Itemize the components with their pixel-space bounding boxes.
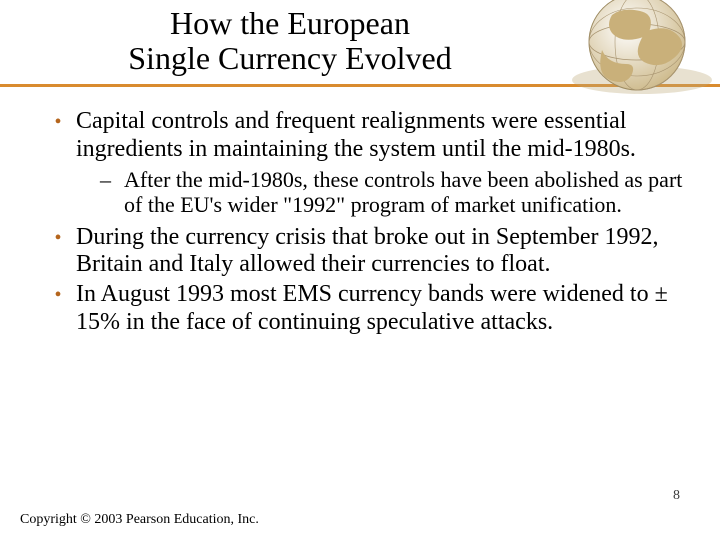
- title-line-2: Single Currency Evolved: [128, 40, 451, 76]
- bullet-dot-icon: •: [40, 281, 76, 309]
- slide: How the European Single Currency Evolved: [0, 0, 720, 540]
- bullet-dot-icon: •: [40, 224, 76, 252]
- bullet-dot-icon: •: [40, 108, 76, 136]
- bullet-item: • Capital controls and frequent realignm…: [40, 108, 690, 163]
- body-block: • Capital controls and frequent realignm…: [40, 108, 690, 338]
- slide-title: How the European Single Currency Evolved: [90, 6, 490, 76]
- bullet-text: In August 1993 most EMS currency bands w…: [76, 281, 690, 336]
- bullet-text: Capital controls and frequent realignmen…: [76, 108, 690, 163]
- page-number: 8: [673, 488, 680, 504]
- bullet-item: • During the currency crisis that broke …: [40, 224, 690, 279]
- copyright-text: Copyright © 2003 Pearson Education, Inc.: [20, 512, 259, 528]
- globe-icon: [542, 0, 712, 95]
- bullet-text: During the currency crisis that broke ou…: [76, 224, 690, 279]
- sub-bullet-item: – After the mid-1980s, these controls ha…: [100, 167, 690, 218]
- title-line-1: How the European: [170, 5, 410, 41]
- bullet-item: • In August 1993 most EMS currency bands…: [40, 281, 690, 336]
- sub-bullet-text: After the mid-1980s, these controls have…: [124, 167, 690, 218]
- dash-icon: –: [100, 167, 124, 192]
